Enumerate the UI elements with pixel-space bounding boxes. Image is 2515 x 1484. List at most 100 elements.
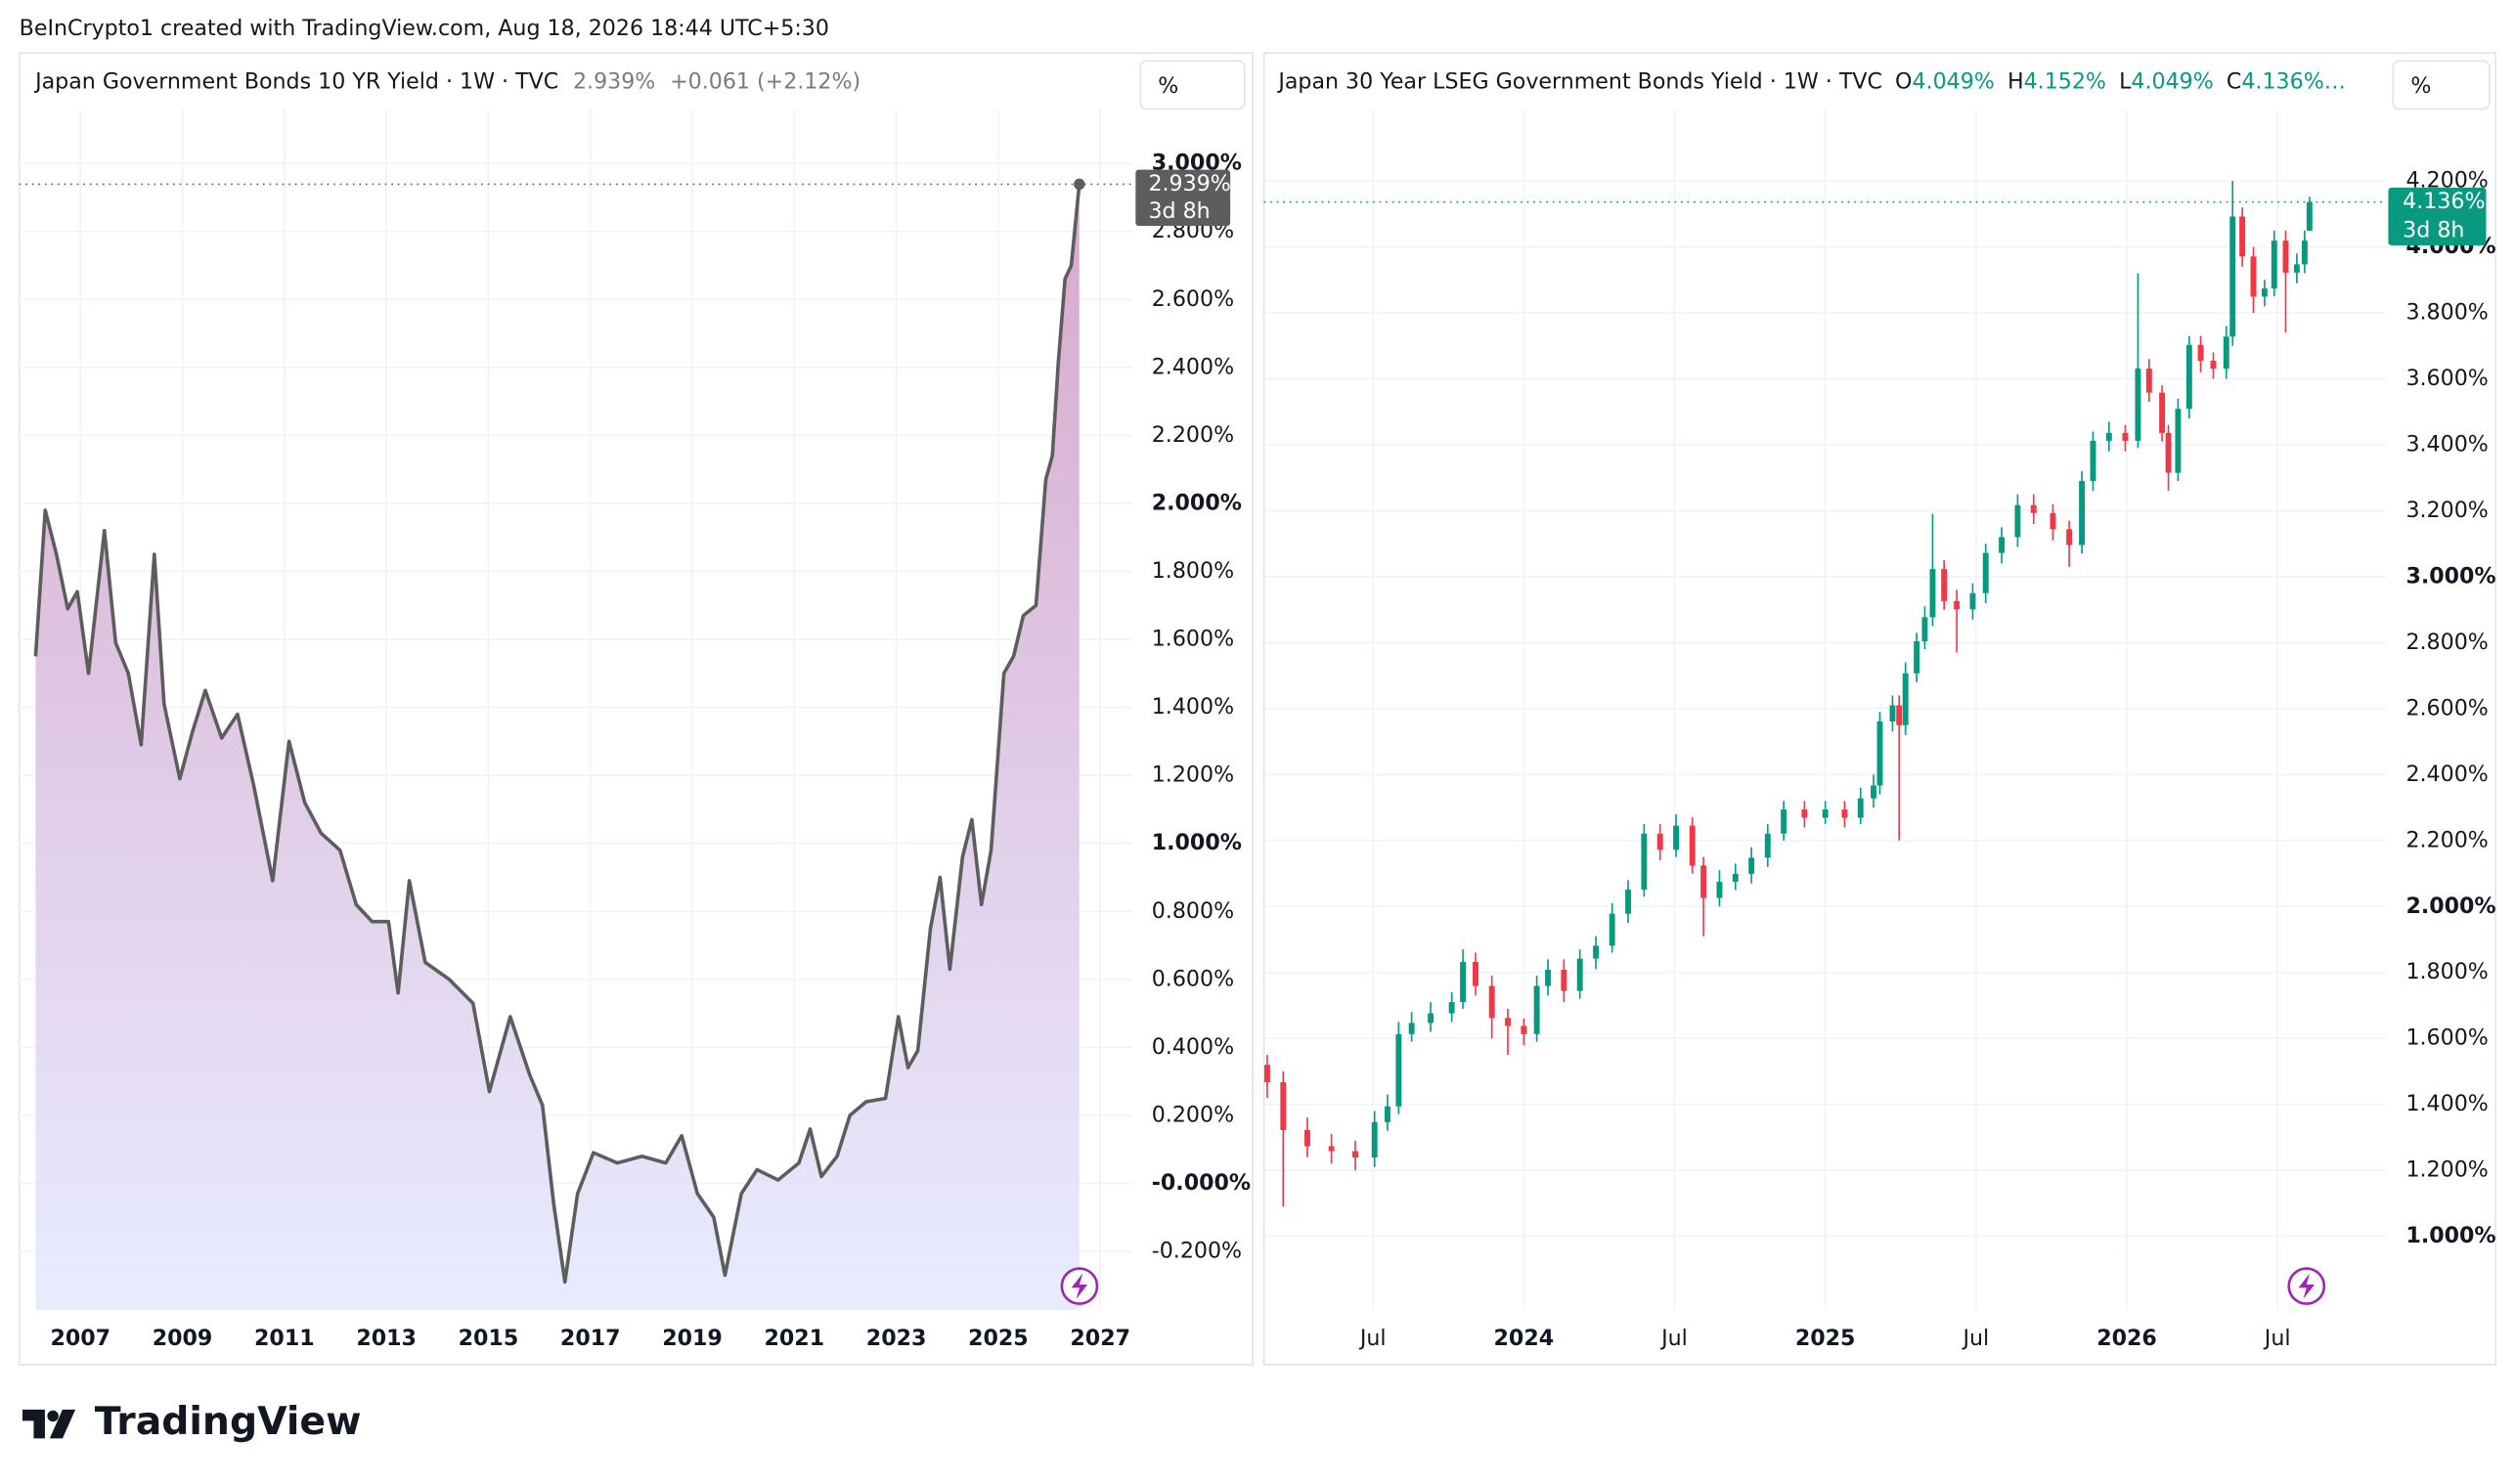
candle-body xyxy=(2122,432,2129,441)
candle-body xyxy=(2145,369,2152,393)
chart: 1.000% 1.200% 1.400% 1.600% 1.800% 2.000% 2.20… xyxy=(1263,109,2496,1351)
x-tick-label: Jul xyxy=(1358,1326,1387,1351)
y-tick-label: 2.800% xyxy=(2405,630,2488,655)
candle-body xyxy=(1505,1018,1511,1026)
last-point xyxy=(1074,178,1085,191)
candle-body xyxy=(1593,945,1599,959)
y-tick-label: 2.200% xyxy=(1152,422,1234,448)
candle-body xyxy=(1954,600,1961,610)
candle-body xyxy=(2197,344,2204,361)
price-label-box xyxy=(2388,187,2487,245)
y-tick-label: 3.600% xyxy=(2405,366,2488,391)
candle-body xyxy=(2159,392,2166,433)
x-tick-label: 2019 xyxy=(662,1326,723,1351)
candle-body xyxy=(1732,873,1739,882)
x-tick-label: Jul xyxy=(2263,1326,2291,1351)
y-tick-label: 2.200% xyxy=(2405,827,2488,852)
candle-body xyxy=(2090,440,2096,482)
x-tick-label: 2026 xyxy=(2096,1326,2157,1351)
candle-body xyxy=(1941,569,1948,601)
x-tick-label: 2011 xyxy=(254,1326,315,1351)
candle-body xyxy=(1716,881,1723,898)
candle-body xyxy=(2261,288,2268,297)
x-tick-label: 2009 xyxy=(153,1326,213,1351)
x-tick-label: 2021 xyxy=(765,1326,825,1351)
y-tick-label: 1.400% xyxy=(2405,1091,2488,1116)
countdown: 3d 8h xyxy=(1148,198,1210,224)
y-tick-label: -0.200% xyxy=(1152,1239,1242,1264)
y-tick-label: 0.800% xyxy=(1152,898,1234,924)
chart: -0.200% -0.000% 0.200% 0.400% 0.600% 0.800% 1.… xyxy=(19,109,1251,1351)
candle-body xyxy=(2079,481,2086,546)
candle-body xyxy=(2050,512,2056,530)
candle-body xyxy=(1488,985,1495,1019)
candle-body xyxy=(2030,504,2037,513)
y-tick-label: 2.600% xyxy=(1152,286,1234,312)
unit-button[interactable] xyxy=(2392,60,2491,110)
candle-body xyxy=(2250,256,2257,297)
y-tick-label: 2.600% xyxy=(2405,695,2488,720)
y-tick-label: 3.200% xyxy=(2405,498,2488,523)
candle-body xyxy=(1428,1013,1434,1024)
candle-body xyxy=(1764,833,1771,858)
candle-body xyxy=(1969,592,1976,610)
candle-body xyxy=(1385,1106,1390,1122)
candle-body xyxy=(1673,825,1679,851)
candle-body xyxy=(2185,344,2192,410)
y-tick-label: 1.000% xyxy=(1152,830,1242,855)
x-tick-label: 2023 xyxy=(866,1326,927,1351)
candle-body xyxy=(1641,833,1648,891)
candle-body xyxy=(1545,970,1551,986)
candle-body xyxy=(1448,1002,1455,1014)
candle-body xyxy=(2229,216,2236,337)
candle-body xyxy=(2301,240,2308,265)
x-tick-label: 2013 xyxy=(356,1326,417,1351)
ohlc-value: 4.152% xyxy=(2024,68,2106,94)
candle-body xyxy=(1781,809,1787,834)
x-tick-label: 2027 xyxy=(1070,1326,1130,1351)
y-tick-label: 1.000% xyxy=(2405,1223,2495,1248)
lightning-icon[interactable] xyxy=(1060,1267,1099,1305)
candle-body xyxy=(1982,552,1989,593)
y-tick-label: 1.400% xyxy=(1152,694,1234,720)
candle-body xyxy=(2135,369,2141,441)
candle-body xyxy=(1609,913,1615,946)
candle-body xyxy=(1999,537,2005,553)
ohlc-value: 4.049% xyxy=(1912,68,1994,94)
candle-body xyxy=(1473,961,1478,986)
candle-body xyxy=(1533,985,1540,1034)
unit-button[interactable] xyxy=(1139,60,1246,110)
candle-body xyxy=(1857,798,1864,818)
lightning-icon[interactable] xyxy=(2287,1267,2326,1305)
price-label: 4.136% xyxy=(2403,189,2485,214)
y-tick-label: 1.800% xyxy=(2405,959,2488,984)
countdown: 3d 8h xyxy=(2403,218,2464,243)
y-tick-label: 2.400% xyxy=(2405,762,2488,787)
y-tick-label: 2.000% xyxy=(2405,894,2495,919)
candle-body xyxy=(2271,240,2277,289)
y-tick-label: 3.000% xyxy=(2405,563,2495,589)
candle-body xyxy=(1352,1151,1358,1157)
candle-body xyxy=(2282,240,2289,273)
candle-body xyxy=(1408,1023,1415,1034)
area-fill xyxy=(35,184,1080,1311)
left-pane xyxy=(18,52,1254,1366)
x-tick-label: 2017 xyxy=(560,1326,621,1351)
unit-button-label[interactable]: % xyxy=(2410,73,2431,99)
candle-body xyxy=(2293,264,2300,273)
x-tick-label: 2025 xyxy=(968,1326,1029,1351)
symbol-title: Japan 30 Year LSEG Government Bonds Yiel… xyxy=(1276,68,1882,94)
candle-body xyxy=(1871,785,1876,799)
y-tick-label: 3.400% xyxy=(2405,431,2488,457)
price-label-box xyxy=(1135,169,1231,227)
unit-button-label[interactable]: % xyxy=(1158,73,1178,99)
candle-body xyxy=(1625,890,1631,914)
y-tick-label: 0.200% xyxy=(1152,1102,1234,1127)
candle-body xyxy=(1889,705,1896,722)
candle-body xyxy=(2165,432,2172,473)
candle-body xyxy=(1460,961,1467,1003)
x-tick-label: Jul xyxy=(1961,1326,1989,1351)
candle-body xyxy=(1700,865,1707,898)
